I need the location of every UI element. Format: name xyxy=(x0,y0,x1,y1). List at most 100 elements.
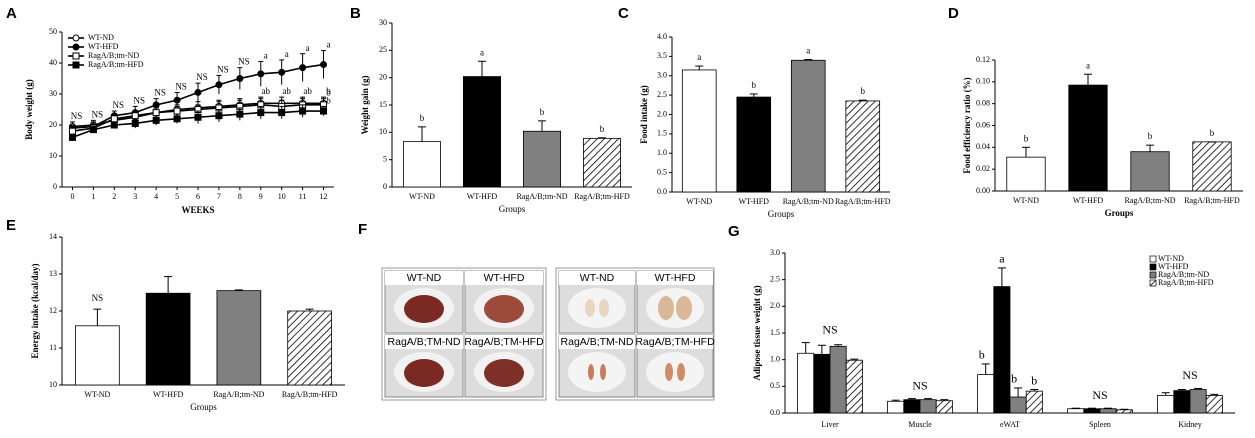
marker xyxy=(299,107,307,115)
x-tick-label: 5 xyxy=(175,192,179,201)
y-tick-label: 0.06 xyxy=(976,120,990,129)
legend-label: RagA/B;tm-ND xyxy=(88,51,139,60)
marker xyxy=(215,112,223,120)
annotation: NS xyxy=(1092,388,1107,402)
bar xyxy=(287,310,332,386)
bar xyxy=(1173,390,1191,414)
marker xyxy=(131,112,139,120)
marker xyxy=(173,96,181,104)
tile-label: WT-ND xyxy=(580,272,615,284)
legend-swatch xyxy=(1149,263,1157,271)
bar xyxy=(1006,156,1046,192)
bar xyxy=(919,399,937,414)
bar xyxy=(977,374,995,414)
tile-label: WT-ND xyxy=(407,272,442,284)
photo-tile: WT-HFD xyxy=(636,270,714,334)
x-tick-label: WT-HFD xyxy=(739,197,770,206)
x-tick-label: 8 xyxy=(238,192,242,201)
bar xyxy=(935,400,953,414)
bar xyxy=(523,130,562,188)
x-tick-label: WT-ND xyxy=(1013,196,1039,205)
tile-label: RagA/B;TM-HFD xyxy=(464,336,544,348)
x-tick-label: Liver xyxy=(821,420,839,429)
letter: a xyxy=(480,47,484,57)
y-tick-label: 30 xyxy=(379,18,387,27)
y-tick-label: 40 xyxy=(49,58,57,67)
x-tick-label: WT-HFD xyxy=(153,390,184,399)
bar xyxy=(1083,408,1101,414)
legend-marker xyxy=(72,52,80,60)
x-tick-label: WT-ND xyxy=(409,192,435,201)
y-tick-label: 0.02 xyxy=(976,164,990,173)
y-tick-label: 3.0 xyxy=(770,248,780,257)
marker xyxy=(236,75,244,82)
marker xyxy=(194,88,202,96)
photo-tile: RagA/B;TM-ND xyxy=(384,334,464,398)
photo-tile: WT-ND xyxy=(558,270,636,334)
y-tick-label: 0.0 xyxy=(770,408,780,417)
y-tick-label: 1.5 xyxy=(657,129,667,138)
y-tick-label: 2.5 xyxy=(770,274,780,283)
bar xyxy=(829,345,847,414)
y-tick-label: 25 xyxy=(379,45,387,54)
y-tick-label: 1.5 xyxy=(770,328,780,337)
photo-tile: WT-HFD xyxy=(464,270,544,334)
y-tick-label: 2.5 xyxy=(657,90,667,99)
bar xyxy=(1067,408,1085,414)
y-tick-label: 13 xyxy=(49,269,57,278)
annotation: a xyxy=(264,51,268,61)
photo-tile: RagA/B;TM-HFD xyxy=(464,334,544,398)
marker xyxy=(152,109,160,117)
y-tick-label: 0.0 xyxy=(657,187,667,196)
x-tick-label: 0 xyxy=(70,192,74,201)
x-tick-label: 3 xyxy=(133,192,137,201)
y-tick-label: 0.04 xyxy=(976,142,990,151)
y-tick-label: 0.10 xyxy=(976,77,990,86)
legend-swatch xyxy=(1149,255,1157,263)
letter: b xyxy=(861,86,866,96)
y-tick-label: 0.5 xyxy=(770,381,780,390)
y-axis-label: Body weight (g) xyxy=(24,79,34,140)
y-tick-label: 50 xyxy=(49,27,57,36)
letter: b xyxy=(1148,131,1153,141)
x-tick-label: RagA/B;tm-HFD xyxy=(282,390,338,399)
letter: b xyxy=(540,107,545,117)
letter: a xyxy=(999,252,1005,266)
x-tick-label: Kidney xyxy=(1178,420,1202,429)
y-tick-label: 20 xyxy=(379,72,387,81)
marker xyxy=(236,110,244,118)
legend-label: RagA/B;tm-HFD xyxy=(88,60,144,69)
y-axis-label: Energy intake (kcal/day) xyxy=(30,263,40,358)
x-tick-label: 4 xyxy=(154,192,158,201)
panel-letter: G xyxy=(728,223,740,240)
x-tick-label: 9 xyxy=(259,192,263,201)
annotation: b xyxy=(326,86,331,96)
y-tick-label: 2.0 xyxy=(770,301,780,310)
marker xyxy=(110,115,118,123)
bar xyxy=(845,100,881,193)
annotation: NS xyxy=(133,95,145,105)
y-tick-label: 5 xyxy=(383,154,387,163)
letter: a xyxy=(697,52,701,62)
letter: b xyxy=(979,348,985,362)
annotation: a xyxy=(327,40,331,50)
bar xyxy=(1157,394,1175,414)
marker xyxy=(278,68,286,76)
bar xyxy=(1009,396,1027,414)
letter: b xyxy=(420,113,425,123)
bar xyxy=(1025,390,1043,414)
tile-label: WT-HFD xyxy=(655,272,696,284)
x-tick-label: RagA/B;tm-ND xyxy=(213,390,264,399)
marker xyxy=(152,101,160,109)
letter: b xyxy=(752,80,757,90)
y-tick-label: 20 xyxy=(49,120,57,129)
bar xyxy=(681,69,717,193)
legend-label: WT-ND xyxy=(1158,254,1184,263)
y-tick-label: 30 xyxy=(49,89,57,98)
y-tick-label: 2.0 xyxy=(657,109,667,118)
x-tick-label: Muscle xyxy=(908,420,932,429)
bar xyxy=(790,59,826,193)
marker xyxy=(278,109,286,117)
annotation: NS xyxy=(217,64,229,74)
legend-label: WT-HFD xyxy=(1158,262,1189,271)
